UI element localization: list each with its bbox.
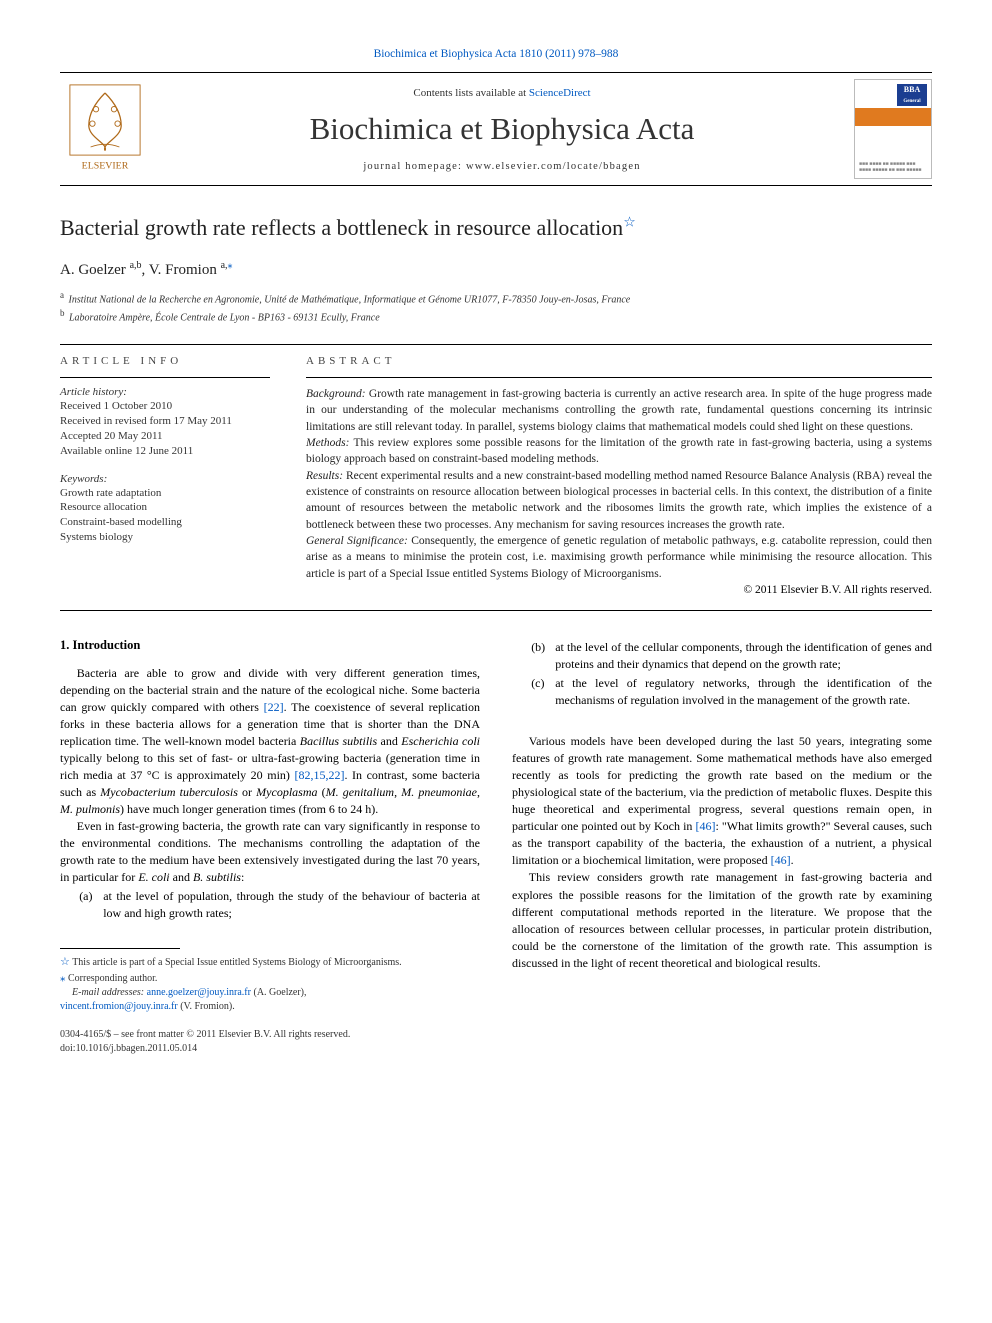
list-item: (a) at the level of population, through … bbox=[79, 888, 480, 922]
article-info-heading: article info bbox=[60, 355, 270, 367]
doi-block: 0304-4165/$ – see front matter © 2011 El… bbox=[60, 1028, 480, 1055]
title-note-mark: ☆ bbox=[623, 216, 636, 231]
doi-link[interactable]: 10.1016/j.bbagen.2011.05.014 bbox=[76, 1043, 198, 1054]
homepage-url[interactable]: www.elsevier.com/locate/bbagen bbox=[466, 161, 641, 172]
citation-link[interactable]: [22] bbox=[264, 700, 284, 714]
keyword: Constraint-based modelling bbox=[60, 515, 270, 530]
journal-cover-thumb: BBAGeneral Subjects ■■■ ■■■■ ■■ ■■■■■ ■■… bbox=[854, 79, 932, 179]
history-label: Article history: bbox=[60, 386, 270, 398]
keyword: Systems biology bbox=[60, 530, 270, 545]
column-left: 1. Introduction Bacteria are able to gro… bbox=[60, 637, 480, 1055]
history-line: Accepted 20 May 2011 bbox=[60, 429, 270, 444]
keywords-label: Keywords: bbox=[60, 473, 270, 485]
rule bbox=[60, 72, 932, 73]
paragraph: Bacteria are able to grow and divide wit… bbox=[60, 665, 480, 818]
list-item: (b) at the level of the cellular compone… bbox=[531, 639, 932, 673]
history-line: Received in revised form 17 May 2011 bbox=[60, 414, 270, 429]
history-line: Available online 12 June 2011 bbox=[60, 444, 270, 459]
corresponding-mark: ⁎ bbox=[228, 260, 233, 271]
paragraph: Various models have been developed durin… bbox=[512, 733, 932, 869]
homepage-line: journal homepage: www.elsevier.com/locat… bbox=[150, 161, 854, 172]
citation-link[interactable]: [82,15,22] bbox=[294, 768, 344, 782]
footnotes: ☆ This article is part of a Special Issu… bbox=[60, 955, 480, 1014]
footnote-rule bbox=[60, 948, 180, 949]
journal-header: ELSEVIER Contents lists available at Sci… bbox=[60, 79, 932, 186]
sciencedirect-link[interactable]: ScienceDirect bbox=[529, 87, 591, 99]
abstract-block: abstract Background: Growth rate managem… bbox=[306, 355, 932, 596]
paragraph: This review considers growth rate manage… bbox=[512, 869, 932, 971]
publisher-logo: ELSEVIER bbox=[60, 82, 150, 177]
journal-reference: Biochimica et Biophysica Acta 1810 (2011… bbox=[60, 48, 932, 60]
column-right: (b) at the level of the cellular compone… bbox=[512, 637, 932, 1055]
keyword: Growth rate adaptation bbox=[60, 486, 270, 501]
section-heading: 1. Introduction bbox=[60, 637, 480, 655]
contents-line: Contents lists available at ScienceDirec… bbox=[150, 87, 854, 99]
keyword: Resource allocation bbox=[60, 500, 270, 515]
article-info-block: article info Article history: Received 1… bbox=[60, 355, 270, 596]
abstract-heading: abstract bbox=[306, 355, 932, 367]
authors: A. Goelzer a,b, V. Fromion a,⁎ bbox=[60, 260, 932, 279]
citation-link[interactable]: [46] bbox=[695, 819, 715, 833]
email-link[interactable]: vincent.fromion@jouy.inra.fr bbox=[60, 1001, 178, 1012]
body-columns: 1. Introduction Bacteria are able to gro… bbox=[60, 637, 932, 1055]
journal-title: Biochimica et Biophysica Acta bbox=[150, 111, 854, 147]
list-item: (c) at the level of regulatory networks,… bbox=[531, 675, 932, 709]
abstract-body: Background: Growth rate management in fa… bbox=[306, 386, 932, 582]
email-link[interactable]: anne.goelzer@jouy.inra.fr bbox=[147, 987, 251, 998]
paragraph: Even in fast-growing bacteria, the growt… bbox=[60, 818, 480, 886]
svg-text:ELSEVIER: ELSEVIER bbox=[82, 161, 129, 172]
rule bbox=[60, 344, 932, 345]
affiliations: a Institut National de la Recherche en A… bbox=[60, 289, 932, 327]
article-title: Bacterial growth rate reflects a bottlen… bbox=[60, 214, 932, 242]
citation-link[interactable]: [46] bbox=[771, 853, 791, 867]
copyright-line: © 2011 Elsevier B.V. All rights reserved… bbox=[306, 584, 932, 596]
rule bbox=[60, 610, 932, 611]
history-line: Received 1 October 2010 bbox=[60, 399, 270, 414]
